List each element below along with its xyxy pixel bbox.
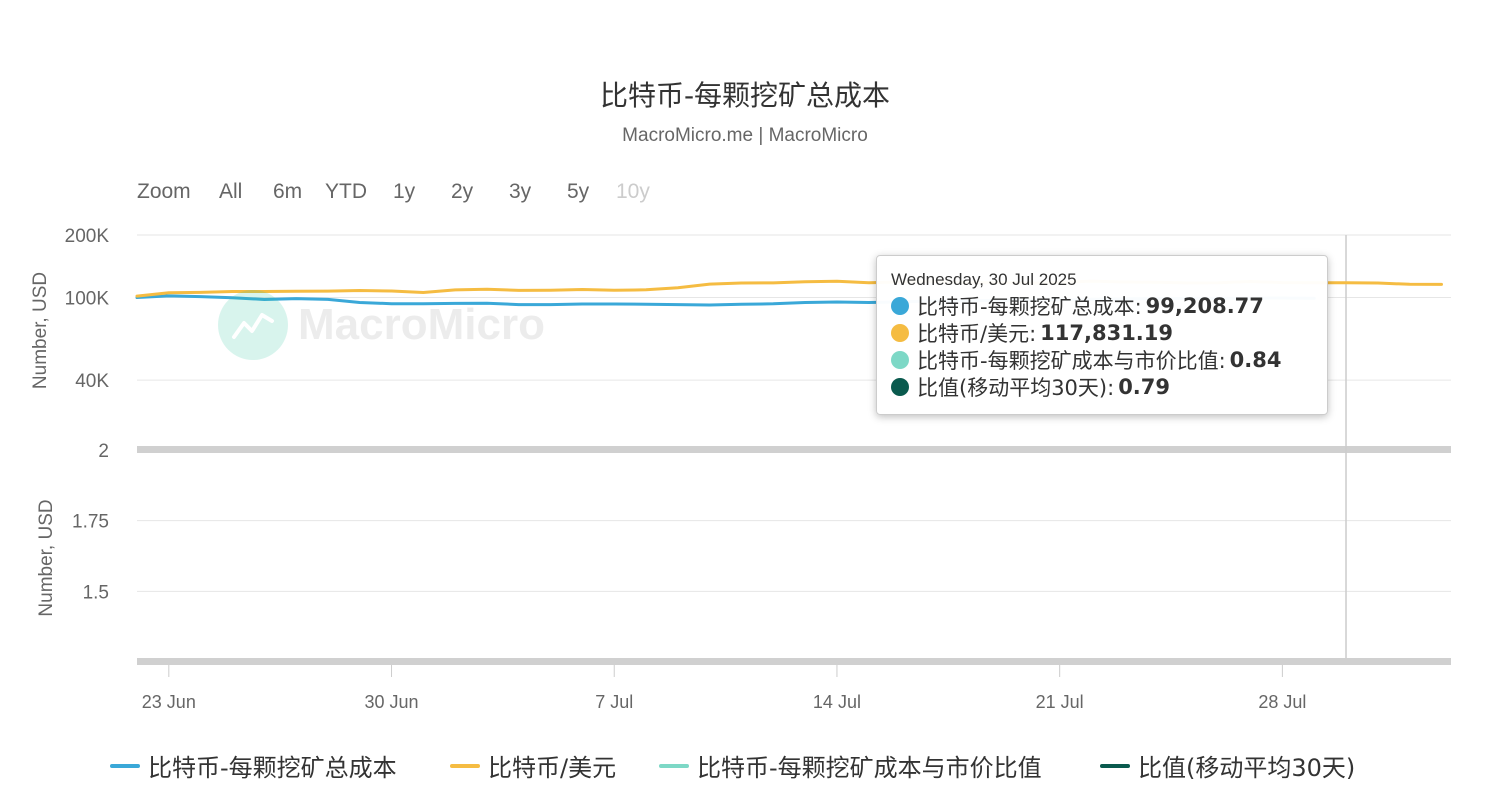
chart-subtitle: MacroMicro.me | MacroMicro: [622, 125, 868, 146]
panel-separator: [137, 446, 1451, 453]
y-tick-label: 2: [98, 441, 109, 462]
legend: 比特币-每颗挖矿总成本 比特币/美元 比特币-每颗挖矿成本与市价比值 比值(移动…: [0, 748, 1490, 784]
tooltip-label: 比值(移动平均30天):: [917, 375, 1115, 400]
legend-label: 比特币-每颗挖矿总成本: [148, 754, 397, 782]
x-tick-label: 7 Jul: [595, 692, 633, 712]
tooltip-value: 0.79: [1118, 374, 1171, 399]
x-tick-label: 23 Jun: [142, 692, 196, 712]
legend-label: 比值(移动平均30天): [1138, 754, 1356, 782]
tooltip-value: 99,208.77: [1145, 293, 1264, 318]
chart-title: 比特币-每颗挖矿总成本: [599, 79, 891, 112]
zoom-2y-button[interactable]: 2y: [451, 180, 474, 203]
watermark: MacroMicro: [218, 290, 545, 360]
legend-swatch: [110, 763, 140, 768]
tooltip-row: 比特币/美元: 117,831.19: [891, 319, 1313, 346]
series-dot-icon: [891, 296, 909, 315]
zoom-6m-button[interactable]: 6m: [273, 180, 303, 203]
tooltip-value: 117,831.19: [1040, 320, 1174, 345]
tooltip-row: 比特币-每颗挖矿总成本: 99,208.77: [891, 292, 1313, 319]
y-tick-label: 200K: [65, 226, 110, 247]
y-tick-label: 40K: [75, 371, 109, 392]
zoom-ytd-button[interactable]: YTD: [325, 180, 367, 203]
legend-label: 比特币/美元: [488, 754, 617, 782]
tooltip-row: 比值(移动平均30天): 0.79: [891, 373, 1313, 400]
x-tick-label: 14 Jul: [813, 692, 861, 712]
tooltip-date: Wednesday, 30 Jul 2025: [891, 270, 1077, 289]
y-tick-label: 1.75: [72, 512, 109, 533]
legend-swatch: [659, 763, 689, 768]
legend-item-mining-cost[interactable]: 比特币-每颗挖矿总成本: [110, 748, 397, 783]
legend-swatch: [1100, 763, 1130, 768]
legend-swatch: [450, 763, 480, 768]
x-tick-label: 21 Jul: [1036, 692, 1084, 712]
zoom-1y-button[interactable]: 1y: [393, 180, 416, 203]
x-tick-label: 30 Jun: [365, 692, 419, 712]
legend-item-ratio-ma30[interactable]: 比值(移动平均30天): [1100, 748, 1355, 783]
tooltip-label: 比特币/美元:: [917, 321, 1037, 346]
macromicro-logo-icon: [218, 290, 288, 360]
tooltip: Wednesday, 30 Jul 2025 比特币-每颗挖矿总成本: 99,2…: [876, 255, 1328, 415]
series-dot-icon: [891, 377, 909, 396]
zoom-all-button[interactable]: All: [219, 180, 243, 203]
y-tick-label: 1.5: [83, 582, 109, 603]
legend-item-cost-price-ratio[interactable]: 比特币-每颗挖矿成本与市价比值: [659, 748, 1042, 783]
y-axis-title: Number, USD: [36, 499, 57, 616]
zoom-10y-button: 10y: [616, 180, 650, 203]
series-dot-icon: [891, 350, 909, 369]
x-tick-label: 28 Jul: [1258, 692, 1306, 712]
y-tick-label: 100K: [65, 288, 110, 309]
tooltip-value: 0.84: [1229, 347, 1282, 372]
zoom-label: Zoom: [137, 180, 191, 203]
x-axis-line: [137, 658, 1451, 665]
zoom-5y-button[interactable]: 5y: [567, 180, 590, 203]
zoom-3y-button[interactable]: 3y: [509, 180, 532, 203]
tooltip-row: 比特币-每颗挖矿成本与市价比值: 0.84: [891, 346, 1313, 373]
tooltip-label: 比特币-每颗挖矿总成本:: [917, 294, 1142, 319]
watermark-text: MacroMicro: [298, 300, 545, 349]
legend-label: 比特币-每颗挖矿成本与市价比值: [697, 754, 1042, 782]
tooltip-label: 比特币-每颗挖矿成本与市价比值:: [917, 348, 1226, 373]
series-dot-icon: [891, 323, 909, 342]
y-axis-title: Number, USD: [30, 272, 51, 389]
legend-item-btc-usd[interactable]: 比特币/美元: [450, 748, 616, 783]
